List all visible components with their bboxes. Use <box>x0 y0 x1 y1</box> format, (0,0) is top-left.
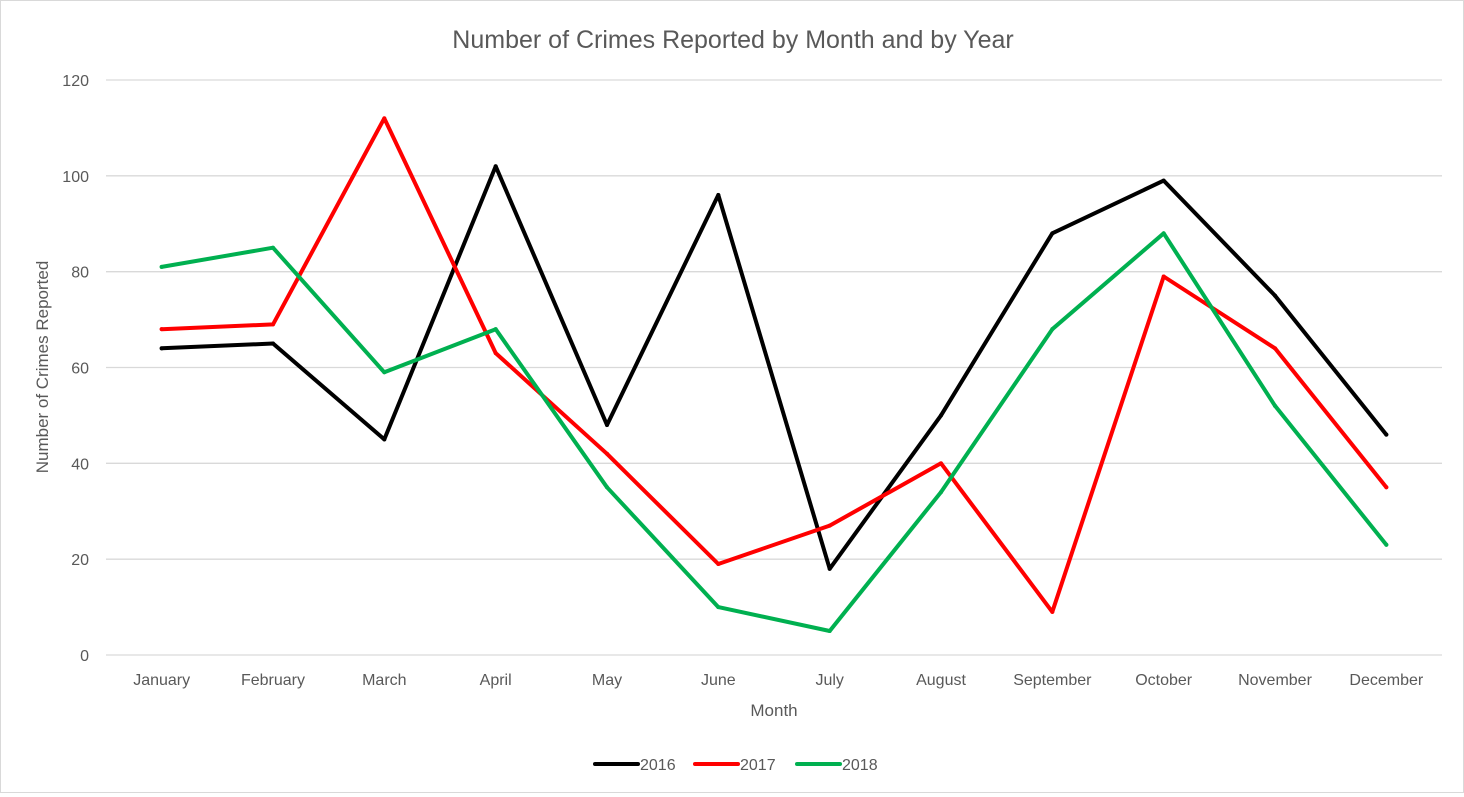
x-tick-label: June <box>701 672 736 689</box>
y-tick-label: 120 <box>62 73 89 90</box>
data-point-2016 <box>605 423 609 427</box>
data-point-2018 <box>1273 403 1277 408</box>
data-point-2016 <box>271 341 275 346</box>
data-point-2018 <box>605 485 609 490</box>
y-tick-label: 20 <box>71 552 89 569</box>
chart-title: Number of Crimes Reported by Month and b… <box>452 26 1013 54</box>
series-lines <box>159 116 1389 634</box>
data-point-2018 <box>716 605 721 610</box>
data-point-2016 <box>939 413 943 418</box>
x-tick-label: September <box>1013 672 1092 689</box>
data-point-2016 <box>716 193 721 197</box>
data-point-2016 <box>1161 178 1166 183</box>
y-tick-label: 40 <box>71 456 89 473</box>
data-point-2016 <box>1050 231 1055 236</box>
data-point-2017 <box>716 561 721 566</box>
data-point-2018 <box>493 327 498 332</box>
data-point-2018 <box>159 264 164 269</box>
data-point-2016 <box>1273 293 1277 298</box>
x-tick-label: March <box>362 672 406 689</box>
data-point-2018 <box>939 490 943 495</box>
x-tick-label: April <box>480 672 512 689</box>
data-point-2017 <box>827 523 832 528</box>
data-point-2016 <box>159 346 164 351</box>
data-point-2017 <box>1050 609 1055 614</box>
data-point-2017 <box>1273 346 1277 351</box>
data-point-2018 <box>827 629 832 634</box>
data-point-2018 <box>1050 327 1055 332</box>
data-point-2018 <box>382 370 387 375</box>
data-point-2017 <box>605 451 609 456</box>
legend-label-2017: 2017 <box>740 757 776 774</box>
data-point-2018 <box>271 245 275 250</box>
x-axis-label: Month <box>750 701 797 720</box>
data-point-2017 <box>1161 274 1166 279</box>
x-tick-label: May <box>592 672 622 689</box>
x-tick-label: February <box>241 672 305 689</box>
legend-label-2018: 2018 <box>842 757 878 774</box>
x-tick-label: November <box>1238 672 1312 689</box>
data-point-2017 <box>939 461 943 466</box>
gridlines <box>106 79 1442 656</box>
series-line-2018 <box>159 231 1389 633</box>
x-axis-ticks: January February March April May June July Augu… <box>133 672 1424 689</box>
data-point-2016 <box>827 566 832 571</box>
data-point-2017 <box>382 116 387 121</box>
data-point-2018 <box>1384 542 1389 547</box>
x-tick-label: December <box>1349 672 1423 689</box>
legend-label-2016: 2016 <box>640 757 676 774</box>
data-point-2016 <box>1384 432 1389 437</box>
y-axis-label: Number of Crimes Reported <box>33 261 52 474</box>
data-point-2017 <box>271 322 275 327</box>
y-tick-label: 0 <box>80 648 89 665</box>
data-point-2017 <box>159 327 164 332</box>
data-point-2016 <box>382 437 387 442</box>
y-tick-label: 100 <box>62 169 89 186</box>
y-axis-ticks: 0 20 40 60 80 100 120 <box>62 73 89 665</box>
legend: 2016 2017 2018 <box>593 757 878 774</box>
y-tick-label: 80 <box>71 265 89 282</box>
x-tick-label: January <box>133 672 190 689</box>
data-point-2016 <box>493 164 498 169</box>
x-tick-label: August <box>916 672 966 689</box>
x-tick-label: October <box>1135 672 1193 689</box>
series-line-2016 <box>159 164 1389 571</box>
series-line-2017 <box>159 116 1389 614</box>
data-point-2018 <box>1161 231 1166 236</box>
x-tick-label: July <box>815 672 843 689</box>
data-point-2017 <box>1384 485 1389 490</box>
y-tick-label: 60 <box>71 361 89 378</box>
data-point-2017 <box>493 351 498 356</box>
